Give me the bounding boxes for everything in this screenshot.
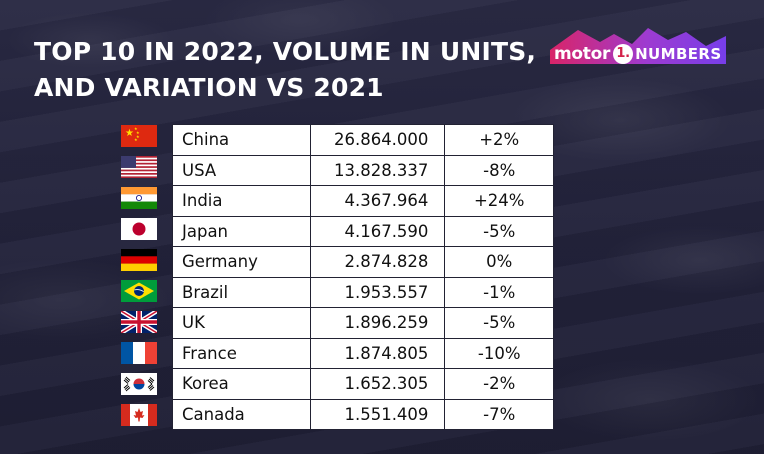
variation-cell: -8% <box>444 154 554 186</box>
logo-mountain-graphic <box>550 28 726 64</box>
title-line-2: AND VARIATION VS 2021 <box>34 73 384 102</box>
table-row: UK 1.896.259 -5% <box>171 307 554 339</box>
logo-brand: motor <box>554 44 611 64</box>
canada-flag <box>121 404 157 426</box>
table-row: China 26.864.000 +2% <box>171 124 554 156</box>
country-cell: Canada <box>171 398 312 430</box>
svg-text:★: ★ <box>134 137 138 142</box>
france-flag <box>121 342 157 364</box>
country-cell: India <box>171 185 312 217</box>
variation-cell: 0% <box>444 246 554 278</box>
volume-cell: 4.167.590 <box>310 215 446 247</box>
country-cell: France <box>171 337 312 369</box>
logo-badge: 1. <box>613 44 634 64</box>
logo-wordmark: motor 1. NUMBERS <box>554 44 722 64</box>
volume-cell: 1.551.409 <box>310 398 446 430</box>
variation-cell: -7% <box>444 398 554 430</box>
page-title: TOP 10 IN 2022, VOLUME IN UNITS, AND VAR… <box>34 34 536 106</box>
sales-table: China 26.864.000 +2% USA 13.828.337 -8% … <box>171 124 554 430</box>
variation-cell: -1% <box>444 276 554 308</box>
country-cell: UK <box>171 307 312 339</box>
logo-product: NUMBERS <box>635 45 722 63</box>
country-cell: USA <box>171 154 312 186</box>
country-cell: China <box>171 124 312 156</box>
table-row: Germany 2.874.828 0% <box>171 246 554 278</box>
germany-flag <box>121 249 157 271</box>
svg-text:★: ★ <box>136 134 140 139</box>
table-row: Korea 1.652.305 -2% <box>171 368 554 400</box>
volume-cell: 13.828.337 <box>310 154 446 186</box>
japan-flag <box>121 218 157 240</box>
table-row: India 4.367.964 +24% <box>171 185 554 217</box>
volume-cell: 4.367.964 <box>310 185 446 217</box>
table-row: USA 13.828.337 -8% <box>171 154 554 186</box>
table-row: Brazil 1.953.557 -1% <box>171 276 554 308</box>
variation-cell: -5% <box>444 307 554 339</box>
uk-flag <box>121 311 157 333</box>
country-cell: Korea <box>171 368 312 400</box>
india-flag <box>121 187 157 209</box>
brazil-flag <box>121 280 157 302</box>
korea-flag <box>121 373 157 395</box>
volume-cell: 1.874.805 <box>310 337 446 369</box>
country-cell: Germany <box>171 246 312 278</box>
volume-cell: 1.896.259 <box>310 307 446 339</box>
volume-cell: 1.953.557 <box>310 276 446 308</box>
variation-cell: -10% <box>444 337 554 369</box>
svg-text:★: ★ <box>125 128 134 139</box>
volume-cell: 1.652.305 <box>310 368 446 400</box>
variation-cell: +24% <box>444 185 554 217</box>
motor1-numbers-logo: motor 1. NUMBERS <box>548 20 728 72</box>
china-flag: ★ ★ ★ ★ ★ <box>121 125 157 147</box>
table-row: Japan 4.167.590 -5% <box>171 215 554 247</box>
variation-cell: -5% <box>444 215 554 247</box>
variation-cell: +2% <box>444 124 554 156</box>
svg-text:★: ★ <box>134 126 138 131</box>
volume-cell: 2.874.828 <box>310 246 446 278</box>
volume-cell: 26.864.000 <box>310 124 446 156</box>
table-row: France 1.874.805 -10% <box>171 337 554 369</box>
country-cell: Brazil <box>171 276 312 308</box>
title-line-1: TOP 10 IN 2022, VOLUME IN UNITS, <box>34 37 537 66</box>
table-row: Canada 1.551.409 -7% <box>171 398 554 430</box>
svg-text:★: ★ <box>136 130 140 135</box>
usa-flag <box>121 156 157 178</box>
country-cell: Japan <box>171 215 312 247</box>
variation-cell: -2% <box>444 368 554 400</box>
